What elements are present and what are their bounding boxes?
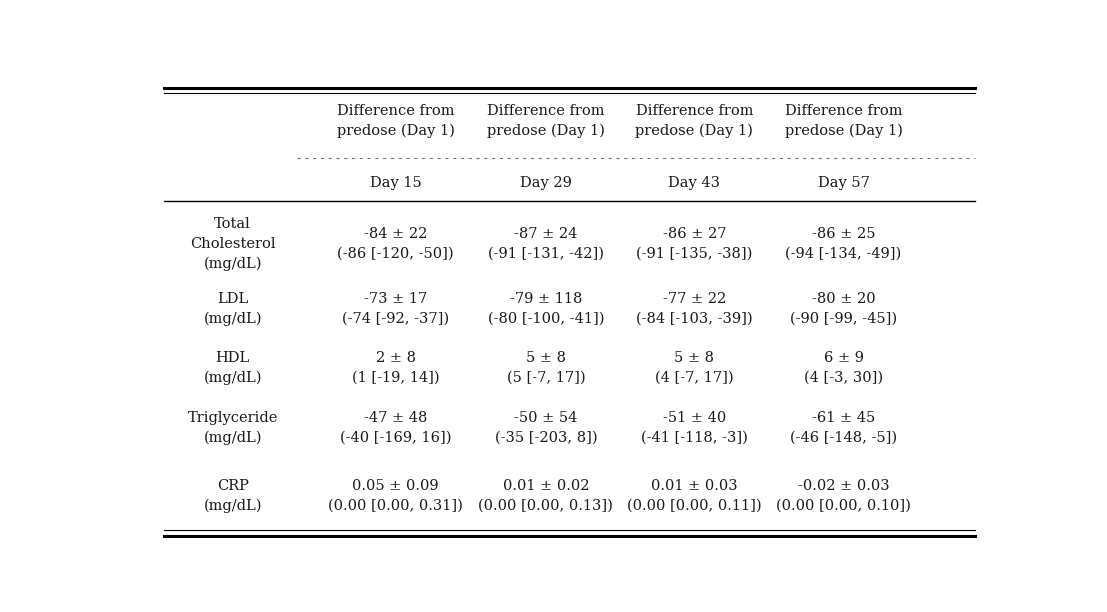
Text: Difference from
predose (Day 1): Difference from predose (Day 1) — [487, 103, 604, 138]
Text: Difference from
predose (Day 1): Difference from predose (Day 1) — [337, 103, 455, 138]
Text: Triglyceride
(mg/dL): Triglyceride (mg/dL) — [187, 411, 278, 445]
Text: -77 ± 22
(-84 [-103, -39]): -77 ± 22 (-84 [-103, -39]) — [637, 293, 753, 326]
Text: -80 ± 20
(-90 [-99, -45]): -80 ± 20 (-90 [-99, -45]) — [790, 293, 897, 326]
Text: Day 43: Day 43 — [669, 176, 721, 190]
Text: Day 57: Day 57 — [818, 176, 869, 190]
Text: 0.01 ± 0.02
(0.00 [0.00, 0.13]): 0.01 ± 0.02 (0.00 [0.00, 0.13]) — [478, 479, 613, 513]
Text: -50 ± 54
(-35 [-203, 8]): -50 ± 54 (-35 [-203, 8]) — [495, 411, 597, 444]
Text: Day 15: Day 15 — [370, 176, 422, 190]
Text: 0.01 ± 0.03
(0.00 [0.00, 0.11]): 0.01 ± 0.03 (0.00 [0.00, 0.11]) — [627, 479, 762, 513]
Text: -73 ± 17
(-74 [-92, -37]): -73 ± 17 (-74 [-92, -37]) — [342, 293, 449, 326]
Text: -86 ± 25
(-94 [-134, -49]): -86 ± 25 (-94 [-134, -49]) — [786, 227, 902, 261]
Text: -86 ± 27
(-91 [-135, -38]): -86 ± 27 (-91 [-135, -38]) — [637, 227, 753, 261]
Text: -0.02 ± 0.03
(0.00 [0.00, 0.10]): -0.02 ± 0.03 (0.00 [0.00, 0.10]) — [776, 479, 911, 513]
Text: Day 29: Day 29 — [520, 176, 572, 190]
Text: HDL
(mg/dL): HDL (mg/dL) — [204, 351, 262, 385]
Text: CRP
(mg/dL): CRP (mg/dL) — [204, 479, 262, 513]
Text: -61 ± 45
(-46 [-148, -5]): -61 ± 45 (-46 [-148, -5]) — [790, 411, 897, 444]
Text: -84 ± 22
(-86 [-120, -50]): -84 ± 22 (-86 [-120, -50]) — [338, 227, 454, 261]
Text: -87 ± 24
(-91 [-131, -42]): -87 ± 24 (-91 [-131, -42]) — [488, 227, 604, 261]
Text: -47 ± 48
(-40 [-169, 16]): -47 ± 48 (-40 [-169, 16]) — [340, 411, 452, 444]
Text: 5 ± 8
(4 [-7, 17]): 5 ± 8 (4 [-7, 17]) — [655, 351, 734, 385]
Text: Total
Cholesterol
(mg/dL): Total Cholesterol (mg/dL) — [190, 217, 276, 271]
Text: -51 ± 40
(-41 [-118, -3]): -51 ± 40 (-41 [-118, -3]) — [641, 411, 747, 444]
Text: 0.05 ± 0.09
(0.00 [0.00, 0.31]): 0.05 ± 0.09 (0.00 [0.00, 0.31]) — [329, 479, 463, 513]
Text: 6 ± 9
(4 [-3, 30]): 6 ± 9 (4 [-3, 30]) — [804, 351, 883, 385]
Text: 5 ± 8
(5 [-7, 17]): 5 ± 8 (5 [-7, 17]) — [507, 351, 586, 385]
Text: -79 ± 118
(-80 [-100, -41]): -79 ± 118 (-80 [-100, -41]) — [488, 293, 604, 326]
Text: Difference from
predose (Day 1): Difference from predose (Day 1) — [785, 103, 902, 138]
Text: Difference from
predose (Day 1): Difference from predose (Day 1) — [635, 103, 753, 138]
Text: 2 ± 8
(1 [-19, 14]): 2 ± 8 (1 [-19, 14]) — [352, 351, 439, 385]
Text: LDL
(mg/dL): LDL (mg/dL) — [204, 292, 262, 326]
